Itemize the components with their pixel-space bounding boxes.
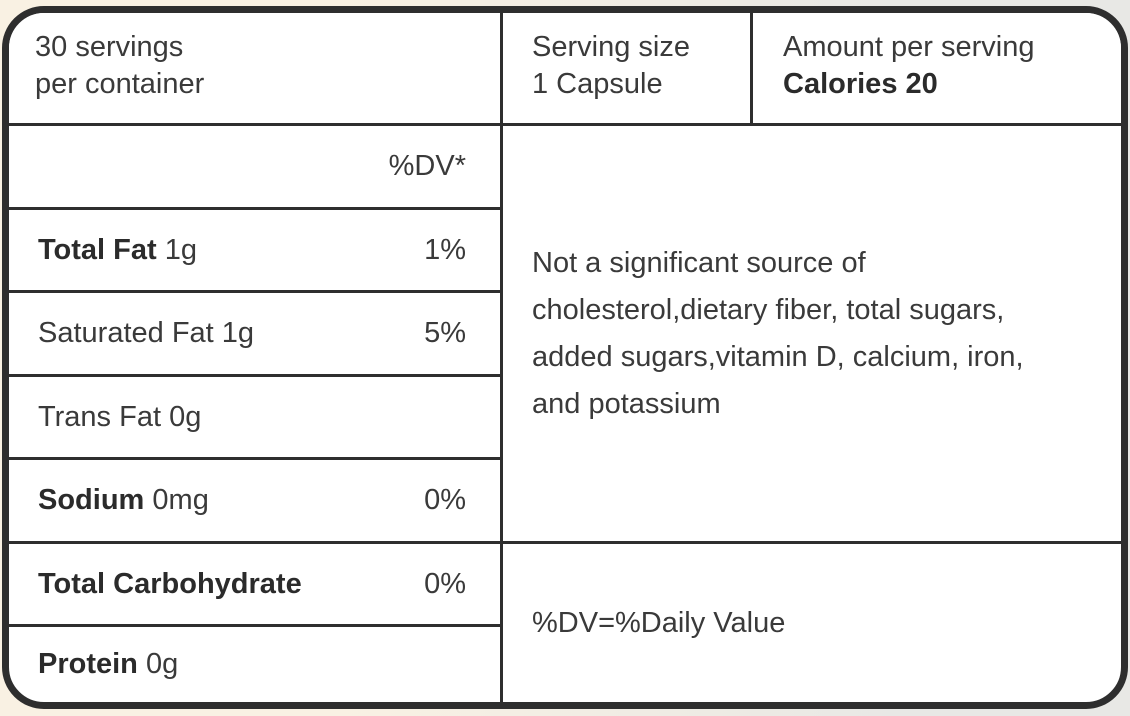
nutrient-column: %DV* Total Fat 1g 1% Saturated Fat 1g 5%… bbox=[9, 126, 503, 702]
nutrient-name-amount: Total Carbohydrate bbox=[38, 568, 302, 601]
nutrient-amount: 0g bbox=[169, 400, 202, 433]
nutrient-amount: 0mg bbox=[152, 484, 209, 516]
serving-size-label: Serving size bbox=[532, 31, 690, 63]
nutrient-name-amount: Saturated Fat 1g bbox=[38, 317, 254, 350]
nutrient-name: Sodium bbox=[38, 484, 145, 516]
nutrient-name-amount: Trans Fat 0g bbox=[38, 401, 201, 434]
table-row: Total Fat 1g 1% bbox=[9, 210, 500, 293]
nutrient-dv: 0% bbox=[424, 484, 466, 516]
table-row: Total Carbohydrate 0% bbox=[9, 544, 500, 627]
nutrient-name: Protein bbox=[38, 648, 138, 680]
not-significant-source-cell: Not a significant source of cholesterol,… bbox=[503, 126, 1121, 544]
nutrient-name: Saturated Fat bbox=[38, 317, 214, 349]
table-row: Protein 0g bbox=[9, 627, 500, 702]
serving-size-value: 1 Capsule bbox=[532, 68, 663, 100]
nutrient-name-amount: Sodium 0mg bbox=[38, 484, 209, 517]
nutrient-amount: 1g bbox=[221, 317, 255, 349]
not-significant-source-text: Not a significant source of cholesterol,… bbox=[532, 246, 1024, 420]
amount-per-serving-label: Amount per serving bbox=[783, 31, 1035, 63]
nutrient-name: Trans Fat bbox=[38, 400, 162, 433]
nutrient-name-amount: Total Fat 1g bbox=[38, 234, 197, 267]
nutrient-name: Total Carbohydrate bbox=[38, 567, 302, 600]
daily-value-header-row: %DV* bbox=[9, 126, 500, 210]
nutrient-dv: 1% bbox=[424, 233, 466, 266]
nutrient-amount: 0g bbox=[145, 648, 179, 680]
servings-unit: per container bbox=[35, 68, 205, 100]
daily-value-header: %DV* bbox=[388, 150, 466, 182]
right-column: Not a significant source of cholesterol,… bbox=[503, 126, 1121, 702]
table-row: Trans Fat 0g bbox=[9, 377, 500, 460]
table-row: Saturated Fat 1g 5% bbox=[9, 293, 500, 377]
daily-value-note-text: %DV=%Daily Value bbox=[532, 606, 786, 639]
nutrient-amount: 1g bbox=[164, 233, 198, 266]
nutrition-facts-label: 30 servings per container Serving size 1… bbox=[2, 6, 1128, 709]
nutrient-name: Total Fat bbox=[38, 233, 157, 266]
amount-per-serving-cell: Amount per serving Calories 20 bbox=[753, 13, 1121, 126]
nutrient-name-amount: Protein 0g bbox=[38, 648, 178, 681]
nutrient-dv: 5% bbox=[424, 317, 466, 349]
nutrient-dv: 0% bbox=[424, 567, 466, 600]
serving-size-cell: Serving size 1 Capsule bbox=[503, 13, 753, 126]
daily-value-note-cell: %DV=%Daily Value bbox=[503, 544, 1121, 702]
table-row: Sodium 0mg 0% bbox=[9, 460, 500, 544]
calories-value: Calories 20 bbox=[783, 68, 938, 100]
servings-per-container-cell: 30 servings per container bbox=[9, 13, 503, 126]
servings-count: 30 servings bbox=[35, 31, 184, 63]
